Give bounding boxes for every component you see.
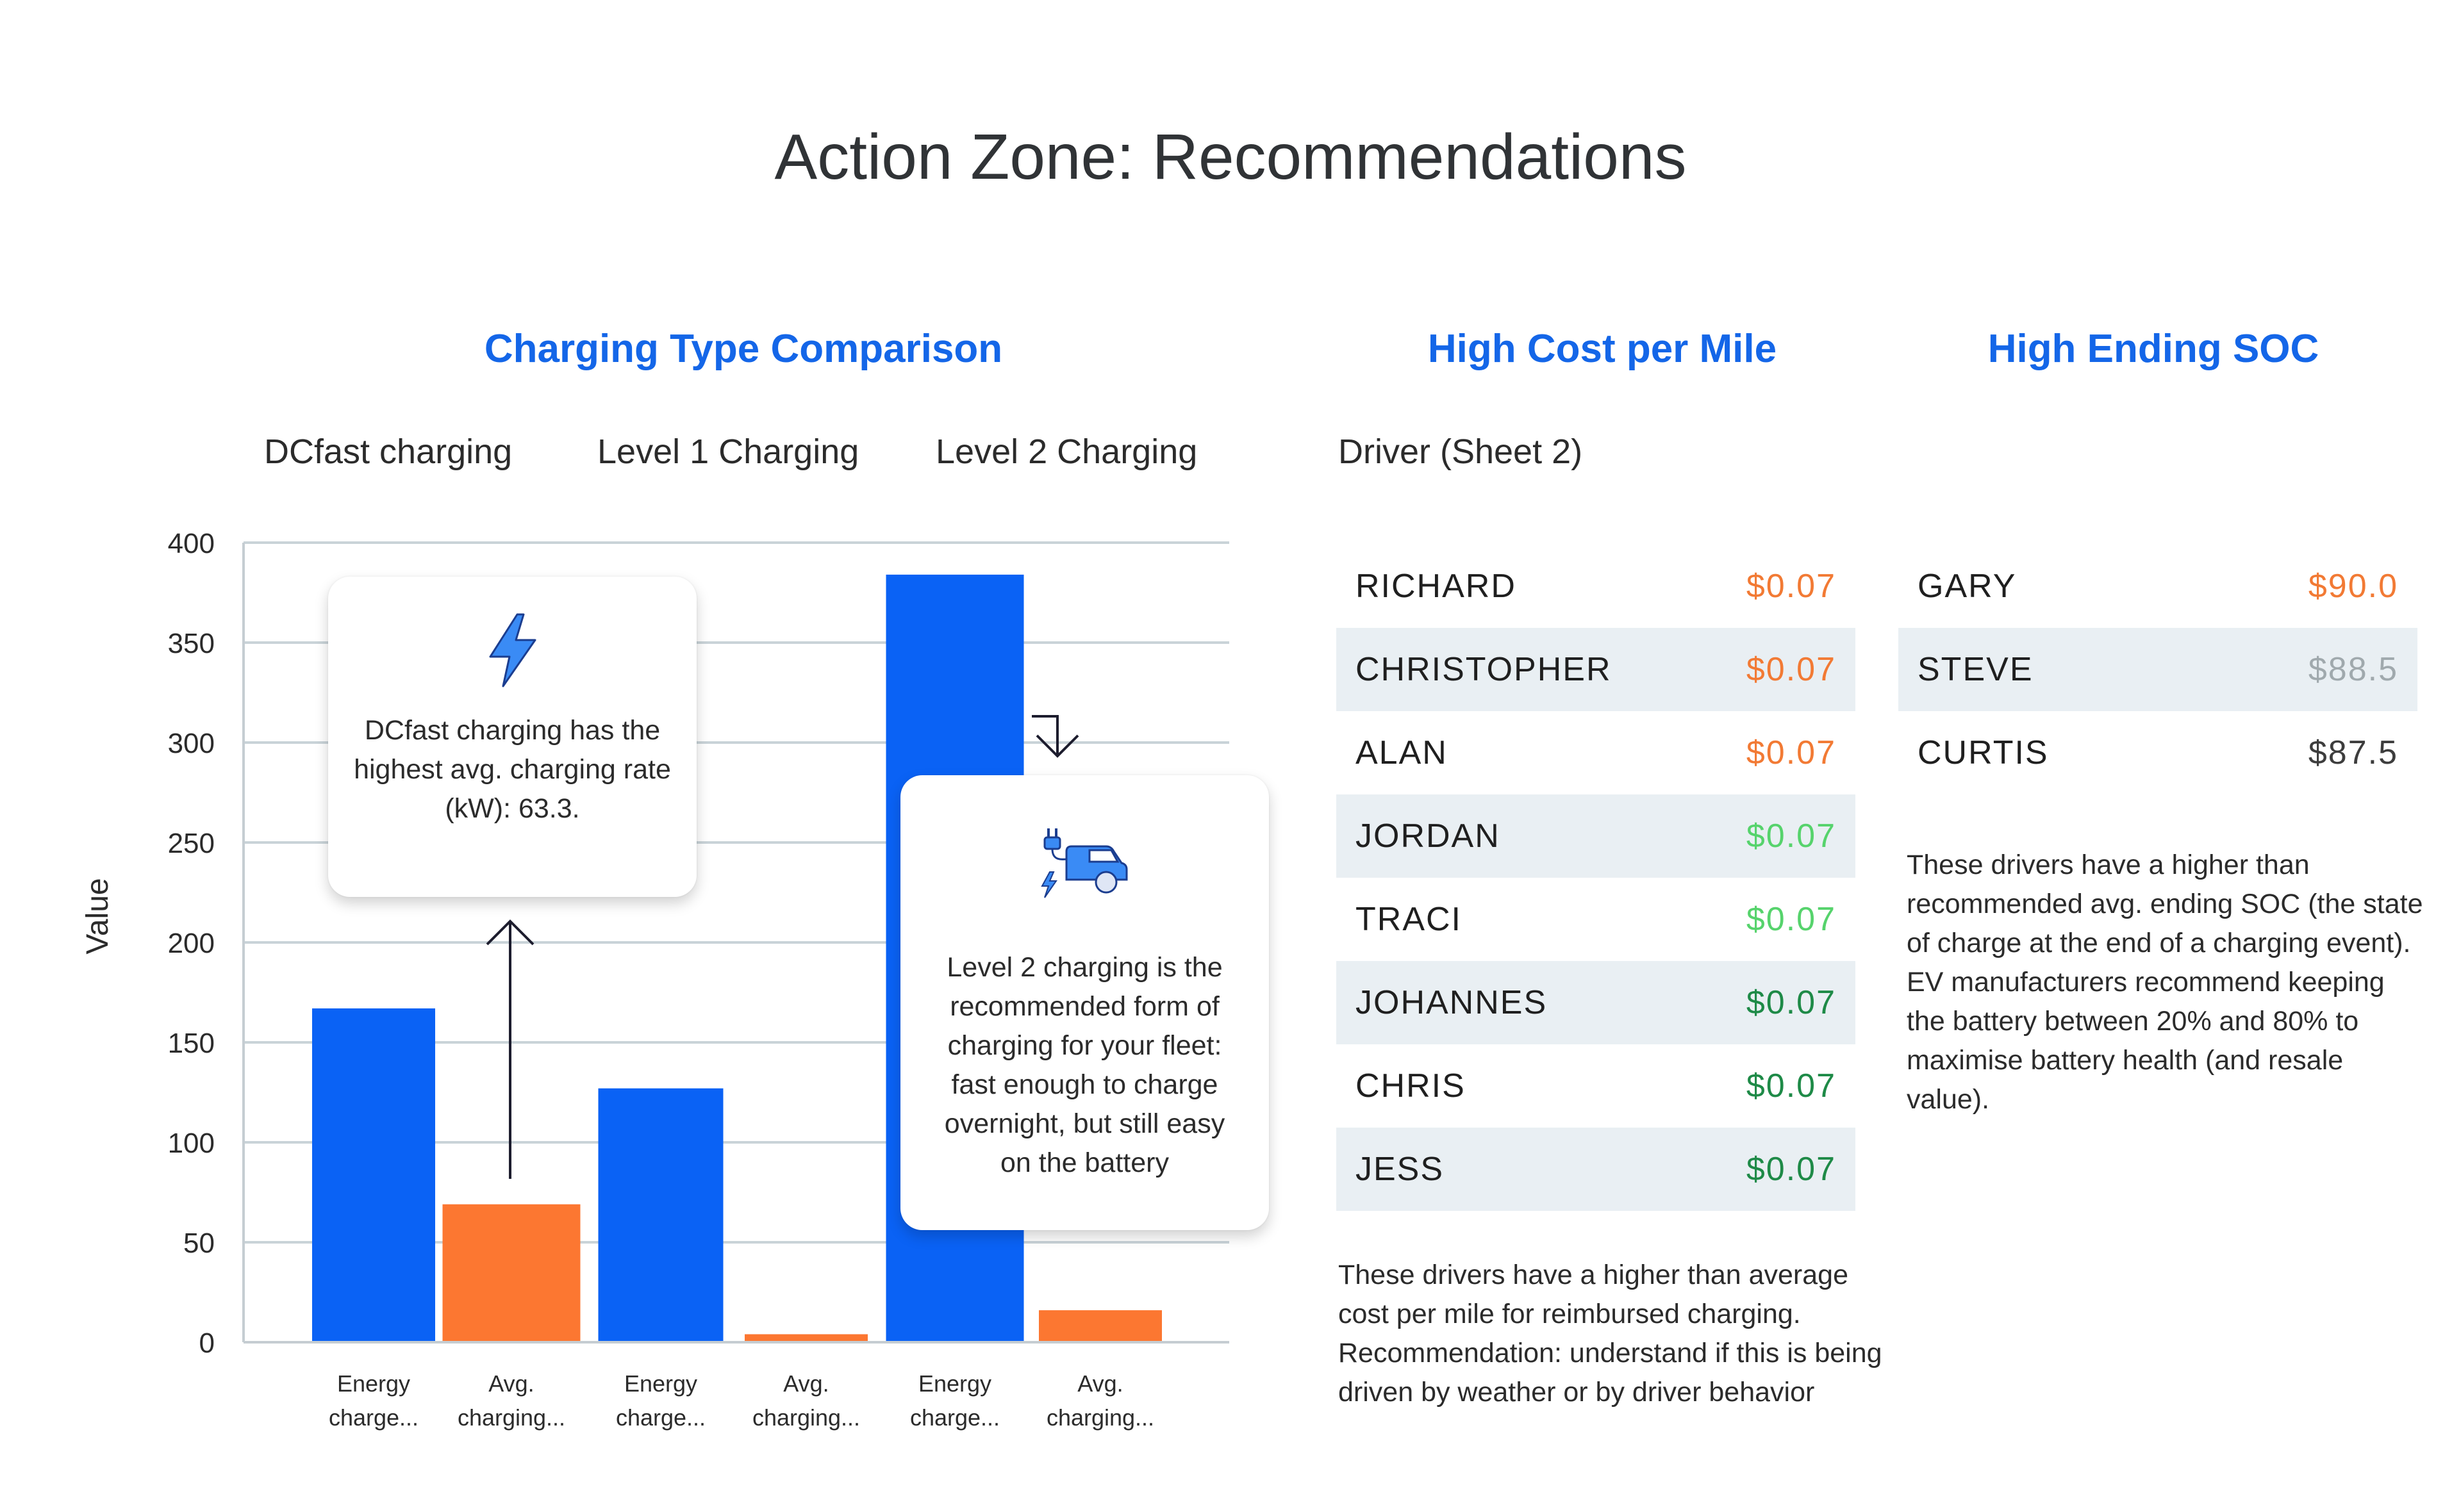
cost-value: $0.07 (1746, 734, 1836, 771)
bar (745, 1334, 868, 1342)
soc-section-heading: High Ending SOC (1987, 327, 2319, 371)
soc-value: $88.5 (2308, 651, 2398, 688)
cost-value: $0.07 (1746, 984, 1836, 1021)
cost-row: ALAN $0.07 (1336, 711, 1855, 794)
dcfast-callout: DCfast charging has the highest avg. cha… (328, 577, 697, 897)
cost-section-heading: High Cost per Mile (1427, 327, 1777, 371)
cost-value: $0.07 (1746, 818, 1836, 855)
cost-driver-name: RICHARD (1355, 568, 1516, 605)
cost-driver-name: JOHANNES (1355, 984, 1548, 1021)
y-tick-label: 350 (168, 628, 215, 659)
cost-section-note: These drivers have a higher than average… (1338, 1260, 1882, 1408)
chart-y-ticks: 0 50 100 150 200 250 300 350 400 (168, 528, 215, 1359)
cost-row: JOHANNES $0.07 (1336, 961, 1855, 1044)
bar (442, 1204, 581, 1342)
group-label-dcfast: DCfast charging (264, 432, 513, 471)
lightning-icon (354, 609, 671, 692)
x-tick-label: charging... (1047, 1404, 1154, 1431)
cost-driver-name: JESS (1355, 1151, 1445, 1188)
cost-row: TRACI $0.07 (1336, 878, 1855, 961)
cost-value: $0.07 (1746, 901, 1836, 938)
bar (598, 1088, 724, 1342)
bar (312, 1008, 435, 1342)
cost-driver-name: JORDAN (1355, 818, 1500, 855)
cost-driver-name: ALAN (1355, 734, 1448, 771)
x-tick-label: charge... (910, 1404, 1000, 1431)
chart-x-ticks: Energy charge... Avg. charging... Energy char… (329, 1370, 1154, 1431)
soc-value: $90.0 (2308, 568, 2398, 605)
x-tick-label: charge... (329, 1404, 418, 1431)
soc-driver-name: CURTIS (1918, 734, 2049, 771)
cost-driver-name: CHRIS (1355, 1067, 1466, 1105)
y-tick-label: 100 (168, 1128, 215, 1159)
y-tick-label: 400 (168, 528, 215, 559)
arrow-up-icon (486, 919, 534, 1179)
cost-row: RICHARD $0.07 (1336, 545, 1855, 628)
cost-driver-name: TRACI (1355, 901, 1462, 938)
cost-value: $0.07 (1746, 1151, 1836, 1188)
bar (1039, 1310, 1162, 1342)
arrow-down-bent-icon (1032, 715, 1079, 758)
soc-value: $87.5 (2308, 734, 2398, 771)
chart-y-axis-label: Value (81, 878, 115, 954)
y-tick-label: 300 (168, 728, 215, 759)
dcfast-callout-text: DCfast charging has the highest avg. cha… (354, 715, 671, 824)
x-tick-label: Energy (337, 1370, 410, 1397)
ending-soc-table: GARY $90.0 STEVE $88.5 CURTIS $87.5 (1898, 545, 2417, 794)
level2-callout-text: Level 2 charging is the recommended form… (944, 952, 1225, 1178)
level2-callout: Level 2 charging is the recommended form… (900, 775, 1269, 1230)
cost-row: JESS $0.07 (1336, 1128, 1855, 1211)
soc-section-note: These drivers have a higher than recomme… (1907, 850, 2423, 1115)
cost-value: $0.07 (1746, 1067, 1836, 1105)
ev-charging-icon (931, 820, 1238, 903)
cost-row: CHRISTOPHER $0.07 (1336, 628, 1855, 711)
y-tick-label: 50 (183, 1228, 215, 1259)
soc-driver-name: STEVE (1918, 651, 2034, 688)
x-tick-label: Avg. (1077, 1370, 1123, 1397)
cost-row: JORDAN $0.07 (1336, 794, 1855, 878)
cost-driver-name: CHRISTOPHER (1355, 651, 1612, 688)
cost-value: $0.07 (1746, 651, 1836, 688)
group-label-level2: Level 2 Charging (936, 432, 1198, 471)
page-title: Action Zone: Recommendations (774, 121, 1687, 193)
soc-row: STEVE $88.5 (1898, 628, 2417, 711)
y-tick-label: 0 (199, 1327, 215, 1359)
x-tick-label: Energy (624, 1370, 697, 1397)
x-tick-label: Avg. (488, 1370, 534, 1397)
x-tick-label: charging... (458, 1404, 565, 1431)
cost-value: $0.07 (1746, 568, 1836, 605)
x-tick-label: Avg. (783, 1370, 829, 1397)
cost-table-subheading: Driver (Sheet 2) (1338, 432, 1583, 471)
cost-per-mile-table: RICHARD $0.07 CHRISTOPHER $0.07 ALAN $0.07 JOR… (1336, 545, 1855, 1211)
group-label-level1: Level 1 Charging (597, 432, 859, 471)
soc-row: CURTIS $87.5 (1898, 711, 2417, 794)
y-tick-label: 250 (168, 828, 215, 859)
y-tick-label: 200 (168, 928, 215, 959)
charging-section-heading: Charging Type Comparison (484, 327, 1003, 371)
soc-row: GARY $90.0 (1898, 545, 2417, 628)
cost-row: CHRIS $0.07 (1336, 1044, 1855, 1128)
soc-driver-name: GARY (1918, 568, 2017, 605)
y-tick-label: 150 (168, 1028, 215, 1059)
x-tick-label: Energy (918, 1370, 991, 1397)
x-tick-label: charge... (616, 1404, 706, 1431)
x-tick-label: charging... (752, 1404, 860, 1431)
